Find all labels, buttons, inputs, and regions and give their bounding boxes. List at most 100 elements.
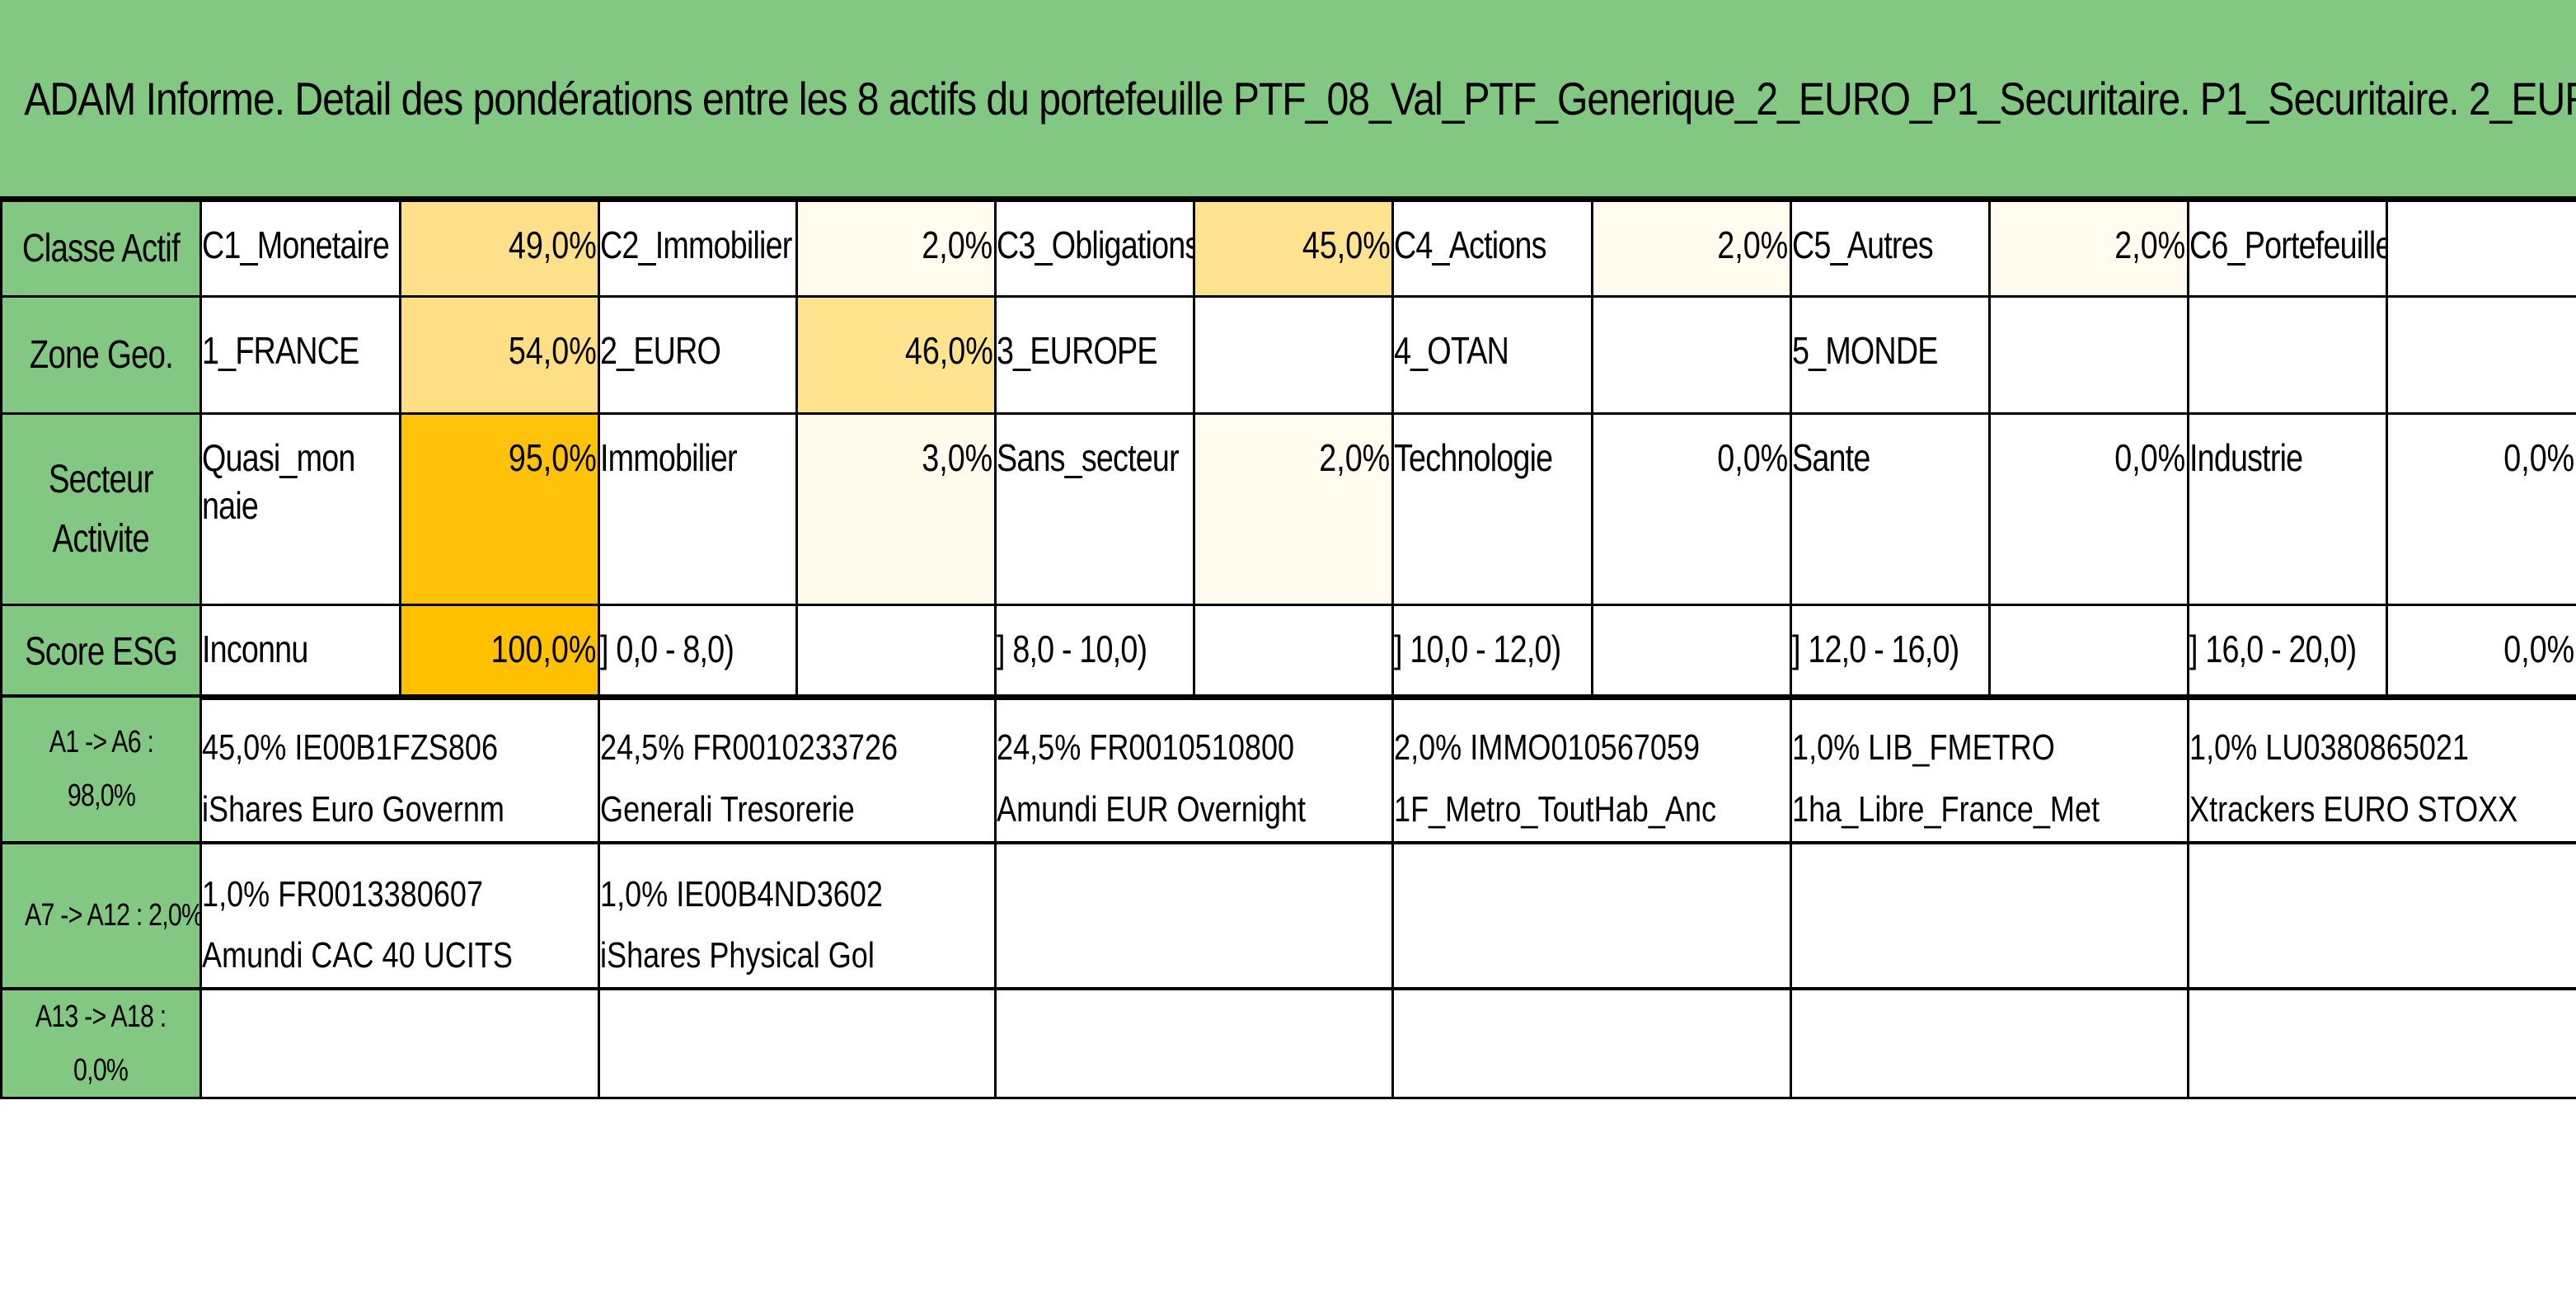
category-label: 1_FRANCE — [202, 329, 360, 372]
category-label-cell: C5_Autres — [1790, 200, 1991, 298]
row-header-line: Activite — [52, 516, 150, 561]
weight-value — [1788, 303, 1789, 333]
weight-value: 95,0% — [508, 436, 597, 479]
category-label: ] 8,0 - 10,0) — [997, 628, 1148, 670]
asset-group-header-line: 0,0% — [73, 1052, 129, 1088]
asset-row: A7 -> A12 : 2,0% 1,0% FR0013380607 Amundi … — [0, 840, 2576, 990]
asset-cell — [1391, 840, 1792, 990]
row-header-label: Score ESG — [25, 629, 178, 674]
asset-cell — [1790, 840, 2189, 990]
assets-table: A1 -> A6 : 98,0% 45,0% IE00B1FZS806 iShares… — [0, 694, 2576, 1100]
weight-value — [2185, 303, 2186, 333]
asset-cell — [2187, 840, 2576, 990]
asset-name: 1ha_Libre_France_Met — [1792, 788, 2100, 830]
weight-value-cell: 45,0% — [1193, 200, 1394, 298]
asset-cell — [994, 840, 1394, 990]
weight-value: 2,0% — [1319, 436, 1391, 479]
category-label-cell: Sans_secteur — [994, 412, 1195, 606]
weight-value-cell: 0,0% — [1988, 412, 2189, 606]
weight-value-cell: 46,0% — [795, 295, 997, 415]
asset-group-header-line: A1 -> A6 : — [49, 725, 153, 760]
asset-name: Xtrackers EURO STOXX — [2189, 788, 2518, 830]
asset-cell: 45,0% IE00B1FZS806 iShares Euro Governm — [199, 694, 600, 844]
row-header: Score ESG — [0, 604, 202, 700]
category-label: C4_Actions — [1394, 223, 1547, 266]
weight-value-cell — [1988, 604, 2189, 700]
weight-value: 49,0% — [508, 223, 597, 266]
category-label-cell: Quasi_monnaie — [199, 412, 401, 606]
asset-group-header: A13 -> A18 : 0,0% — [0, 987, 202, 1100]
weight-value-cell — [1591, 295, 1792, 415]
category-label: ] 0,0 - 8,0) — [600, 628, 734, 670]
weight-value-cell: 3,0% — [795, 412, 997, 606]
category-label: C3_Obligations — [997, 223, 1194, 266]
weight-value: 0,0% — [1717, 436, 1789, 479]
asset-weight-isin: 1,0% IE00B4ND3602 — [600, 873, 883, 915]
weight-value: 45,0% — [1302, 223, 1391, 266]
category-label-cell: Immobilier — [598, 412, 798, 606]
weight-value-cell: 100,0% — [399, 604, 600, 700]
category-label: ] 16,0 - 20,0) — [2189, 628, 2358, 670]
category-label-cell: C4_Actions — [1391, 200, 1593, 298]
weight-value: 0,0% — [2503, 628, 2575, 670]
category-label: Sante — [1792, 436, 1871, 479]
category-label-cell: ] 8,0 - 10,0) — [994, 604, 1195, 700]
category-label-cell: C6_Portefeuille — [2187, 200, 2388, 298]
weight-value — [1390, 622, 1391, 642]
weight-value: 2,0% — [1717, 223, 1789, 266]
asset-row: A13 -> A18 : 0,0% — [0, 987, 2576, 1100]
weight-value: 2,0% — [922, 223, 993, 266]
weight-value-cell — [795, 604, 997, 700]
asset-cell: 1,0% IE00B4ND3602 iShares Physical Gol — [598, 840, 997, 990]
weights-table: Classe Actif C1_Monetaire 49,0% C2_Immobili… — [0, 200, 2576, 700]
weights-row: Score ESG Inconnu 100,0%] 0,0 - 8,0) ] 8,0 … — [0, 604, 2576, 700]
asset-weight-isin: 24,5% FR0010510800 — [997, 727, 1295, 768]
category-label-cell: C3_Obligations — [994, 200, 1195, 298]
weight-value-cell: 54,0% — [399, 295, 600, 415]
category-label: C1_Monetaire — [202, 223, 390, 266]
weight-value-cell — [2386, 200, 2576, 298]
weight-value-cell: 2,0% — [1193, 412, 1394, 606]
asset-group-header-line: A13 -> A18 : — [35, 999, 167, 1035]
asset-cell: 24,5% FR0010510800 Amundi EUR Overnight — [994, 694, 1394, 844]
asset-cell: 2,0% IMMO010567059 1F_Metro_ToutHab_Anc — [1391, 694, 1792, 844]
row-header: Classe Actif — [0, 200, 202, 298]
category-label-cell: 4_OTAN — [1391, 295, 1593, 415]
weight-value-cell: 2,0% — [795, 200, 997, 298]
category-label: 4_OTAN — [1394, 329, 1509, 372]
asset-cell: 1,0% LIB_FMETRO 1ha_Libre_France_Met — [1790, 694, 2189, 844]
title-banner: ADAM Informe. Detail des pondérations en… — [0, 0, 2576, 200]
category-label-cell: C1_Monetaire — [199, 200, 401, 298]
weight-value: 3,0% — [922, 436, 993, 479]
weights-row: Secteur Activite Quasi_monnaie 95,0% Immobil… — [0, 412, 2576, 606]
asset-weight-isin: 1,0% FR0013380607 — [202, 873, 484, 915]
category-label: Sans_secteur — [997, 436, 1180, 479]
category-label: C5_Autres — [1792, 223, 1934, 266]
category-label: 3_EUROPE — [997, 329, 1158, 372]
asset-group-header-line: A7 -> A12 : 2,0% — [25, 898, 201, 933]
category-label-cell: ] 16,0 - 20,0) — [2187, 604, 2388, 700]
asset-weight-isin: 24,5% FR0010233726 — [600, 727, 899, 768]
weights-row: Classe Actif C1_Monetaire 49,0% C2_Immobili… — [0, 200, 2576, 298]
weight-value: 46,0% — [904, 329, 993, 372]
asset-row: A1 -> A6 : 98,0% 45,0% IE00B1FZS806 iShares… — [0, 694, 2576, 844]
asset-name: Amundi CAC 40 UCITS — [202, 935, 513, 976]
category-label-cell: ] 10,0 - 12,0) — [1391, 604, 1593, 700]
category-label-cell: ] 0,0 - 8,0) — [598, 604, 798, 700]
category-label-cell: 5_MONDE — [1790, 295, 1991, 415]
category-label: C6_Portefeuille — [2189, 223, 2387, 266]
weight-value-cell: 0,0% — [2386, 412, 2576, 606]
asset-cell: 1,0% FR0013380607 Amundi CAC 40 UCITS — [199, 840, 600, 990]
category-label: Inconnu — [202, 628, 309, 670]
category-label-cell: Sante — [1790, 412, 1991, 606]
weight-value-cell: 2,0% — [1591, 200, 1792, 298]
category-label: 2_EURO — [600, 329, 721, 372]
asset-name: iShares Euro Governm — [202, 788, 504, 830]
asset-cell — [199, 987, 600, 1100]
category-label: Technologie — [1394, 436, 1554, 479]
row-header-label: Zone Geo. — [29, 332, 173, 377]
weight-value — [992, 622, 993, 642]
weight-value — [2185, 622, 2186, 642]
weight-value-cell — [1193, 295, 1394, 415]
